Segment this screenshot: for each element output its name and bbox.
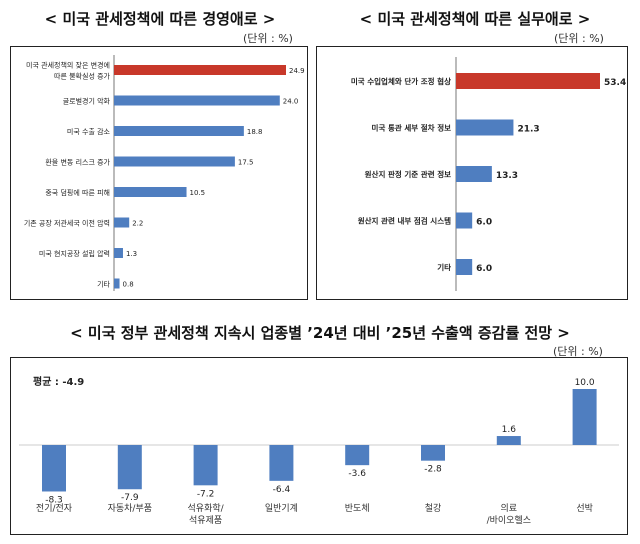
chart1-value-label: 1.3	[126, 250, 137, 258]
chart1-bar	[114, 187, 187, 197]
chart2-panel: 미국 수입업체와 단가 조정 협상 53.4 미국 통관 세부 절차 정보 21.3 원…	[316, 46, 628, 300]
chart1-category-label: 글로벌경기 악화	[63, 97, 111, 106]
chart1-bar	[114, 248, 123, 258]
chart3-category-label: 선박	[576, 503, 593, 514]
chart1-category-label: 기존 공장 저관세국 이전 압력	[24, 219, 110, 228]
chart3-value-label: -3.6	[348, 469, 366, 479]
chart1-bar	[114, 95, 280, 106]
chart3-value-label: -7.9	[121, 493, 139, 503]
chart2-value-label: 13.3	[496, 171, 518, 181]
chart3-category-label: 일반기계	[265, 502, 298, 514]
chart2-svg: 미국 수입업체와 단가 조정 협상 53.4 미국 통관 세부 절차 정보 21.3 원…	[351, 57, 626, 291]
chart3-category-label: 자동차/부품	[108, 502, 152, 514]
chart1-svg: 미국 관세정책의 잦은 변경에 따른 불확실성 증가 24.9 글로벌경기 악화 24.…	[24, 55, 305, 291]
chart1-unit: (단위 : %)	[243, 32, 293, 45]
chart2-value-label: 21.3	[517, 125, 539, 135]
chart1-value-label: 0.8	[123, 281, 134, 289]
chart2-category-label: 원산지 판정 기준 관련 정보	[365, 169, 451, 179]
chart2-category-label: 기타	[437, 262, 451, 272]
chart1-category-label: 미국 수출 감소	[67, 127, 111, 136]
chart1-value-label: 17.5	[238, 159, 254, 167]
chart1-bar	[114, 156, 235, 167]
chart3-category-label: 의료/바이오헬스	[487, 503, 531, 526]
chart3-panel: 평균 : -4.9 -8.3 전기/전자 -7.9 자동차/부품 -7.2 석유화학/석유제…	[10, 357, 628, 535]
chart1-bar	[114, 217, 130, 228]
chart1-value-label: 18.8	[247, 128, 263, 136]
chart3-bar	[269, 445, 294, 481]
chart1-bar	[114, 65, 286, 75]
chart3-bar	[42, 445, 66, 492]
chart2-value-label: 6.0	[476, 264, 492, 274]
chart2-category-label: 미국 수입업체와 단가 조정 협상	[351, 76, 451, 86]
chart3-value-label: 1.6	[502, 425, 517, 435]
chart3-bar	[345, 445, 370, 466]
chart3-bar	[572, 389, 597, 445]
chart2-unit: (단위 : %)	[554, 32, 604, 45]
chart2-bar	[456, 212, 473, 229]
chart1-category-label: 환율 변동 리스크 증가	[45, 158, 110, 167]
chart2-category-label: 미국 통관 세부 절차 정보	[372, 123, 452, 133]
chart1-category-label: 기타	[97, 280, 110, 289]
chart3-category-label: 전기/전자	[36, 503, 73, 514]
chart2-bar	[456, 119, 514, 136]
chart3-value-label: -6.4	[273, 485, 291, 495]
chart2-bar	[456, 259, 473, 275]
chart2-value-label: 53.4	[604, 78, 626, 88]
chart1-category-label: 중국 덤핑에 따른 피해	[45, 188, 110, 197]
chart1-bar	[114, 278, 120, 289]
chart1-bar	[114, 126, 244, 136]
chart3-bar	[193, 445, 218, 486]
chart1-value-label: 10.5	[190, 189, 206, 197]
chart1-panel: 미국 관세정책의 잦은 변경에 따른 불확실성 증가 24.9 글로벌경기 악화 24.…	[10, 46, 308, 300]
chart2-value-label: 6.0	[476, 218, 492, 228]
chart3-value-label: 10.0	[575, 378, 595, 388]
chart1-category-label: 미국 관세정책의 잦은 변경에 따른 불확실성 증가	[26, 61, 111, 81]
chart2-category-label: 원산지 관련 내부 점검 시스템	[358, 216, 451, 226]
chart3-category-label: 철강	[425, 503, 442, 514]
chart3-average-annotation: 평균 : -4.9	[33, 375, 84, 388]
chart3-value-label: -8.3	[45, 495, 63, 505]
chart2-bar	[456, 166, 492, 182]
chart3-unit: (단위 : %)	[553, 345, 603, 358]
chart3-category-label: 석유화학/석유제품	[188, 503, 225, 526]
chart3-value-label: -2.8	[424, 465, 442, 475]
chart3-title: < 미국 정부 관세정책 지속시 업종별 ’24년 대비 ’25년 수출액 증감…	[70, 324, 570, 342]
chart3-bar	[421, 445, 445, 461]
chart1-category-label: 미국 현지공장 설립 압력	[39, 249, 110, 258]
chart2-title: < 미국 관세정책에 따른 실무애로 >	[359, 10, 591, 28]
chart1-value-label: 24.0	[283, 98, 299, 106]
chart3-category-label: 반도체	[345, 503, 370, 514]
chart1-value-label: 24.9	[289, 67, 305, 75]
chart1-value-label: 2.2	[132, 220, 143, 228]
chart3-bar	[117, 445, 142, 490]
chart3-bar	[496, 436, 521, 445]
chart1-title: < 미국 관세정책에 따른 경영애로 >	[44, 10, 276, 28]
chart2-bar	[456, 73, 600, 89]
chart3-value-label: -7.2	[197, 489, 215, 499]
